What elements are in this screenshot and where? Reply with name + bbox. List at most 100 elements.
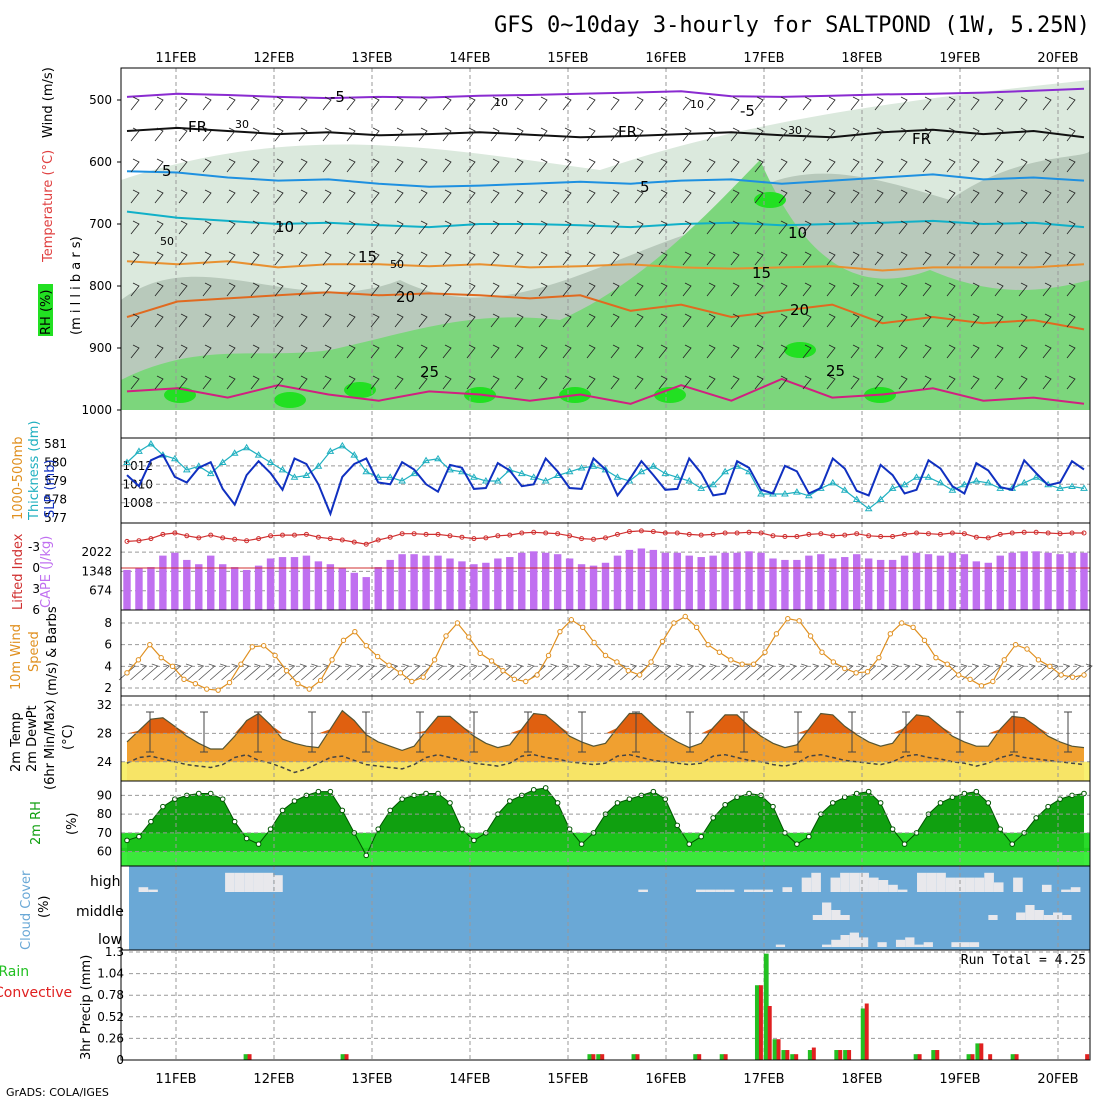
cloud-bar-high [138, 887, 149, 892]
rh-contour-label: 30 [788, 124, 802, 137]
li-line [126, 530, 1084, 545]
date-label-top: 20FEB [1037, 51, 1078, 66]
cloud-bar-high [974, 877, 985, 892]
contour-label: -5 [740, 102, 755, 120]
wind-barb [274, 220, 284, 235]
temp-high-area [127, 710, 1084, 734]
cloud-bar-high [965, 877, 975, 892]
wind-barb [418, 158, 428, 173]
cloud-bar-high [955, 877, 966, 892]
wind-tick-label: 4 [104, 659, 112, 673]
cape-bar [1020, 551, 1028, 610]
precip-conv-bar [635, 1054, 640, 1060]
li-marker [794, 534, 800, 539]
wind-barb [514, 127, 524, 142]
thickness-marker [984, 478, 993, 486]
wind-barb [778, 375, 788, 390]
cape-bar [960, 554, 969, 610]
li-tick-label: 3 [32, 582, 40, 596]
li-marker [650, 529, 656, 535]
li-marker [603, 535, 608, 541]
wind-barb [658, 96, 668, 111]
precip-total-bar [913, 1054, 919, 1060]
wind-barb [202, 251, 212, 266]
cloud-bar-high [1013, 877, 1023, 892]
wind-barb [586, 313, 596, 328]
rh-contour-label: 10 [494, 96, 508, 109]
wind-barb [514, 220, 524, 235]
precip-total-bar [1010, 1054, 1016, 1060]
cape-bar [709, 555, 717, 610]
wind-barb [730, 127, 740, 142]
wind-barb [859, 663, 877, 681]
rh-marker [279, 807, 286, 814]
bottom-date-labels: 11FEB 12FEB 13FEB 14FEB 15FEB 16FEB 17FEB 18FEB… [155, 1072, 1078, 1087]
p3-li-label: Lifted Index [11, 533, 26, 610]
rh-marker [459, 826, 465, 832]
isotherm-line [126, 210, 1085, 229]
cape-bar [135, 568, 143, 610]
thickness-marker [302, 471, 311, 478]
rh-marker [686, 841, 693, 847]
cape-bar [230, 567, 239, 610]
wind-barb [1066, 313, 1076, 328]
p7-label-a: Cloud Cover [19, 870, 34, 950]
wind-barb [802, 96, 812, 111]
rh-marker [626, 796, 633, 802]
wind-barb [274, 251, 284, 266]
wind-barb [471, 663, 489, 681]
cape-bar [912, 552, 921, 610]
wind-barb [778, 189, 788, 204]
wind-barb [754, 158, 764, 173]
wind-barb [130, 282, 140, 297]
cape-bar [685, 555, 693, 610]
wind-barb [634, 189, 644, 204]
li-marker [878, 534, 884, 539]
wind-marker [807, 633, 814, 639]
precip-total-bar [966, 1054, 972, 1060]
li-marker [698, 532, 704, 538]
precip-tick-label: 0.26 [97, 1031, 124, 1045]
wind-barb [898, 313, 908, 328]
p1-rh-label: RH (%) [39, 290, 54, 335]
wind-barb [850, 96, 860, 111]
rh-marker [614, 800, 621, 806]
rh-contour-label: 50 [160, 235, 174, 248]
thickness-marker [685, 477, 694, 484]
wind-barb [898, 158, 908, 173]
wind-barb [874, 127, 884, 142]
wind-barb [232, 663, 250, 681]
wind-barb [634, 282, 644, 297]
cloud-bar-high [945, 877, 956, 892]
wind-barb [490, 158, 500, 173]
wind-barb [574, 663, 592, 681]
cape-bar [589, 565, 598, 610]
wind-barb [586, 96, 596, 111]
wind-marker [887, 631, 894, 637]
wind-marker [158, 654, 164, 661]
cloud-bar-high [993, 882, 1004, 892]
wind-barb [154, 158, 164, 173]
contour-label: 15 [752, 264, 771, 282]
wind-barb [994, 158, 1004, 173]
contour-label: 10 [275, 218, 294, 236]
wind-barb [418, 313, 428, 328]
cape-bar [362, 577, 370, 610]
wind-barb [346, 251, 356, 266]
wind-barb [706, 344, 716, 359]
cloud-bar-high [705, 889, 716, 892]
cape-bar [625, 549, 634, 610]
side-labels: RH (%) Temperature (°C) Wind (m/s) (m i … [0, 67, 124, 1060]
wind-barb [1042, 251, 1052, 266]
wind-barb [426, 663, 444, 681]
li-marker [1009, 530, 1015, 536]
p8-label-a: Total / Rain [0, 964, 29, 980]
wind-barb [610, 189, 620, 204]
thickness-marker [900, 480, 909, 488]
wind-barb [730, 282, 740, 297]
rh-marker [219, 796, 226, 802]
wind-barb [730, 189, 740, 204]
wind-barb [1030, 663, 1048, 681]
li-marker [830, 533, 836, 539]
li-marker [351, 539, 357, 545]
